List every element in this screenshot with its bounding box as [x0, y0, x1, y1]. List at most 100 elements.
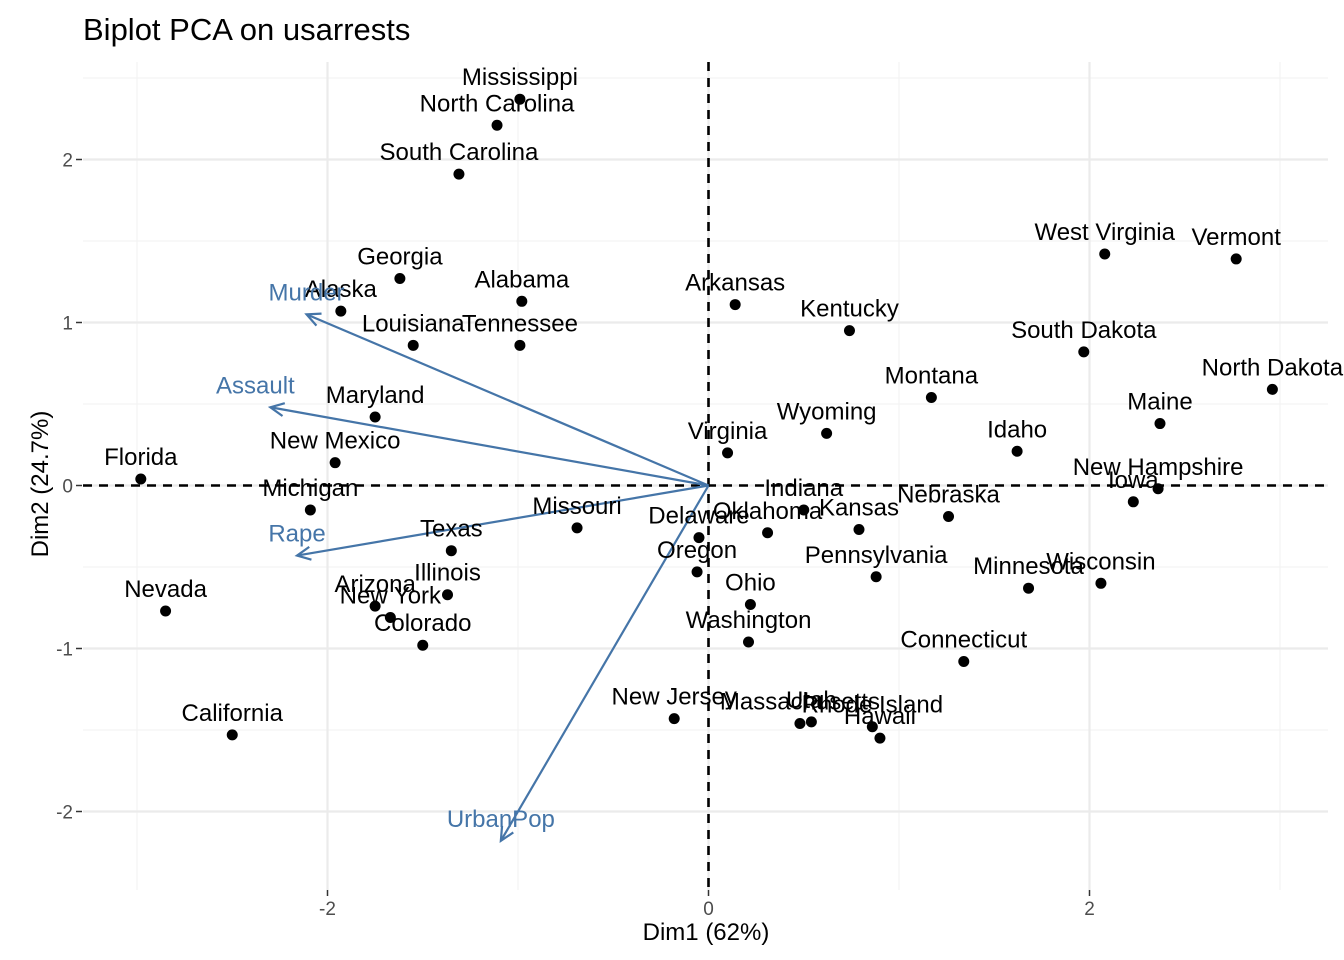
point-marker: [1011, 445, 1023, 457]
point-marker: [304, 504, 316, 516]
point-label: Indiana: [764, 475, 843, 502]
point-marker: [369, 411, 381, 423]
data-points: [135, 93, 1278, 744]
point-marker: [729, 299, 741, 311]
chart-title: Biplot PCA on usarrests: [83, 12, 410, 47]
point-label: Delaware: [648, 503, 749, 530]
point-labels: Alabama Alaska Arizona Arkansas California Co…: [104, 64, 1344, 730]
point-label: Nebraska: [897, 481, 1000, 508]
variable-labels: Murder Assault UrbanPop Rape: [216, 279, 555, 832]
point-label: Tennessee: [462, 310, 578, 337]
point-marker: [453, 168, 465, 180]
variable-label: UrbanPop: [447, 806, 555, 833]
point-label: West Virginia: [1034, 219, 1175, 246]
point-marker: [516, 295, 528, 307]
point-marker: [445, 545, 457, 557]
point-label: Connecticut: [900, 627, 1027, 654]
reference-lines: [83, 62, 1328, 890]
point-marker: [744, 598, 756, 610]
point-marker: [798, 504, 810, 516]
point-marker: [693, 532, 705, 544]
point-marker: [514, 93, 526, 105]
point-marker: [384, 612, 396, 624]
point-label: Texas: [420, 516, 483, 543]
point-label: Minnesota: [973, 553, 1084, 580]
arrowhead-assault: [267, 402, 286, 417]
point-label: Arizona: [334, 571, 416, 598]
point-label: North Carolina: [420, 90, 575, 117]
point-marker: [722, 447, 734, 459]
point-label: Kansas: [819, 495, 899, 522]
point-marker: [369, 600, 381, 612]
point-marker: [874, 732, 886, 744]
y-axis-title: Dim2 (24.7%): [27, 411, 54, 558]
point-label: Missouri: [532, 493, 621, 520]
x-tick-label: 0: [703, 899, 714, 920]
point-label: New Mexico: [270, 428, 401, 455]
point-label: South Dakota: [1011, 317, 1157, 344]
point-label: Michigan: [262, 475, 358, 502]
point-marker: [843, 325, 855, 337]
x-axis-title: Dim1 (62%): [643, 919, 770, 946]
point-marker: [870, 571, 882, 583]
point-label: Hawaii: [844, 703, 916, 730]
point-label: Oregon: [657, 537, 737, 564]
point-marker: [1230, 253, 1242, 265]
axis-ticks: -2 0 2 -2 -1 0 1 2: [56, 151, 1095, 921]
x-tick-label: 2: [1084, 899, 1095, 920]
point-label: Kentucky: [800, 296, 899, 323]
grid-lines: [83, 62, 1328, 890]
point-label: Maryland: [326, 382, 425, 409]
point-marker: [407, 339, 419, 351]
y-tick-label: 0: [62, 477, 73, 498]
point-marker: [1099, 248, 1111, 260]
point-label: Idaho: [987, 416, 1047, 443]
point-marker: [866, 721, 878, 733]
point-label: Nevada: [124, 576, 207, 603]
point-label: Illinois: [414, 560, 481, 587]
point-label: Colorado: [374, 610, 471, 637]
point-label: Utah: [786, 687, 837, 714]
point-label: Alaska: [305, 276, 378, 303]
point-marker: [805, 716, 817, 728]
point-marker: [691, 566, 703, 578]
arrowhead-murder: [304, 312, 322, 327]
point-marker: [958, 656, 970, 668]
point-marker: [514, 339, 526, 351]
point-label: Rhode Island: [802, 692, 943, 719]
point-marker: [1078, 346, 1090, 358]
arrow-assault: [270, 406, 709, 487]
point-label: North Dakota: [1202, 354, 1344, 381]
point-label: Florida: [104, 444, 178, 471]
variable-label: Assault: [216, 372, 295, 399]
point-label: Georgia: [357, 243, 443, 270]
point-label: Wisconsin: [1046, 548, 1155, 575]
point-marker: [417, 639, 429, 651]
point-label: Oklahoma: [713, 498, 823, 525]
point-marker: [1023, 582, 1035, 594]
point-label: Washington: [686, 607, 812, 634]
point-label: Maine: [1127, 389, 1192, 416]
arrowhead-rape: [294, 546, 312, 561]
point-label: Wyoming: [777, 398, 877, 425]
point-marker: [943, 510, 955, 522]
point-marker: [853, 524, 865, 536]
point-marker: [1152, 483, 1164, 495]
arrow-murder: [306, 313, 709, 487]
point-marker: [794, 717, 806, 729]
y-tick-label: -1: [56, 640, 73, 661]
variable-arrows: [267, 312, 710, 844]
point-label: California: [182, 700, 284, 727]
point-label: New Hampshire: [1073, 454, 1244, 481]
point-marker: [743, 636, 755, 648]
point-marker: [491, 119, 503, 131]
point-label: Montana: [885, 362, 979, 389]
point-label: New Jersey: [612, 684, 737, 711]
point-marker: [571, 522, 583, 534]
point-label: Mississippi: [462, 64, 578, 91]
y-tick-label: 2: [62, 151, 73, 172]
point-label: Iowa: [1108, 467, 1159, 494]
point-label: Vermont: [1191, 224, 1281, 251]
y-tick-label: -2: [56, 803, 73, 824]
